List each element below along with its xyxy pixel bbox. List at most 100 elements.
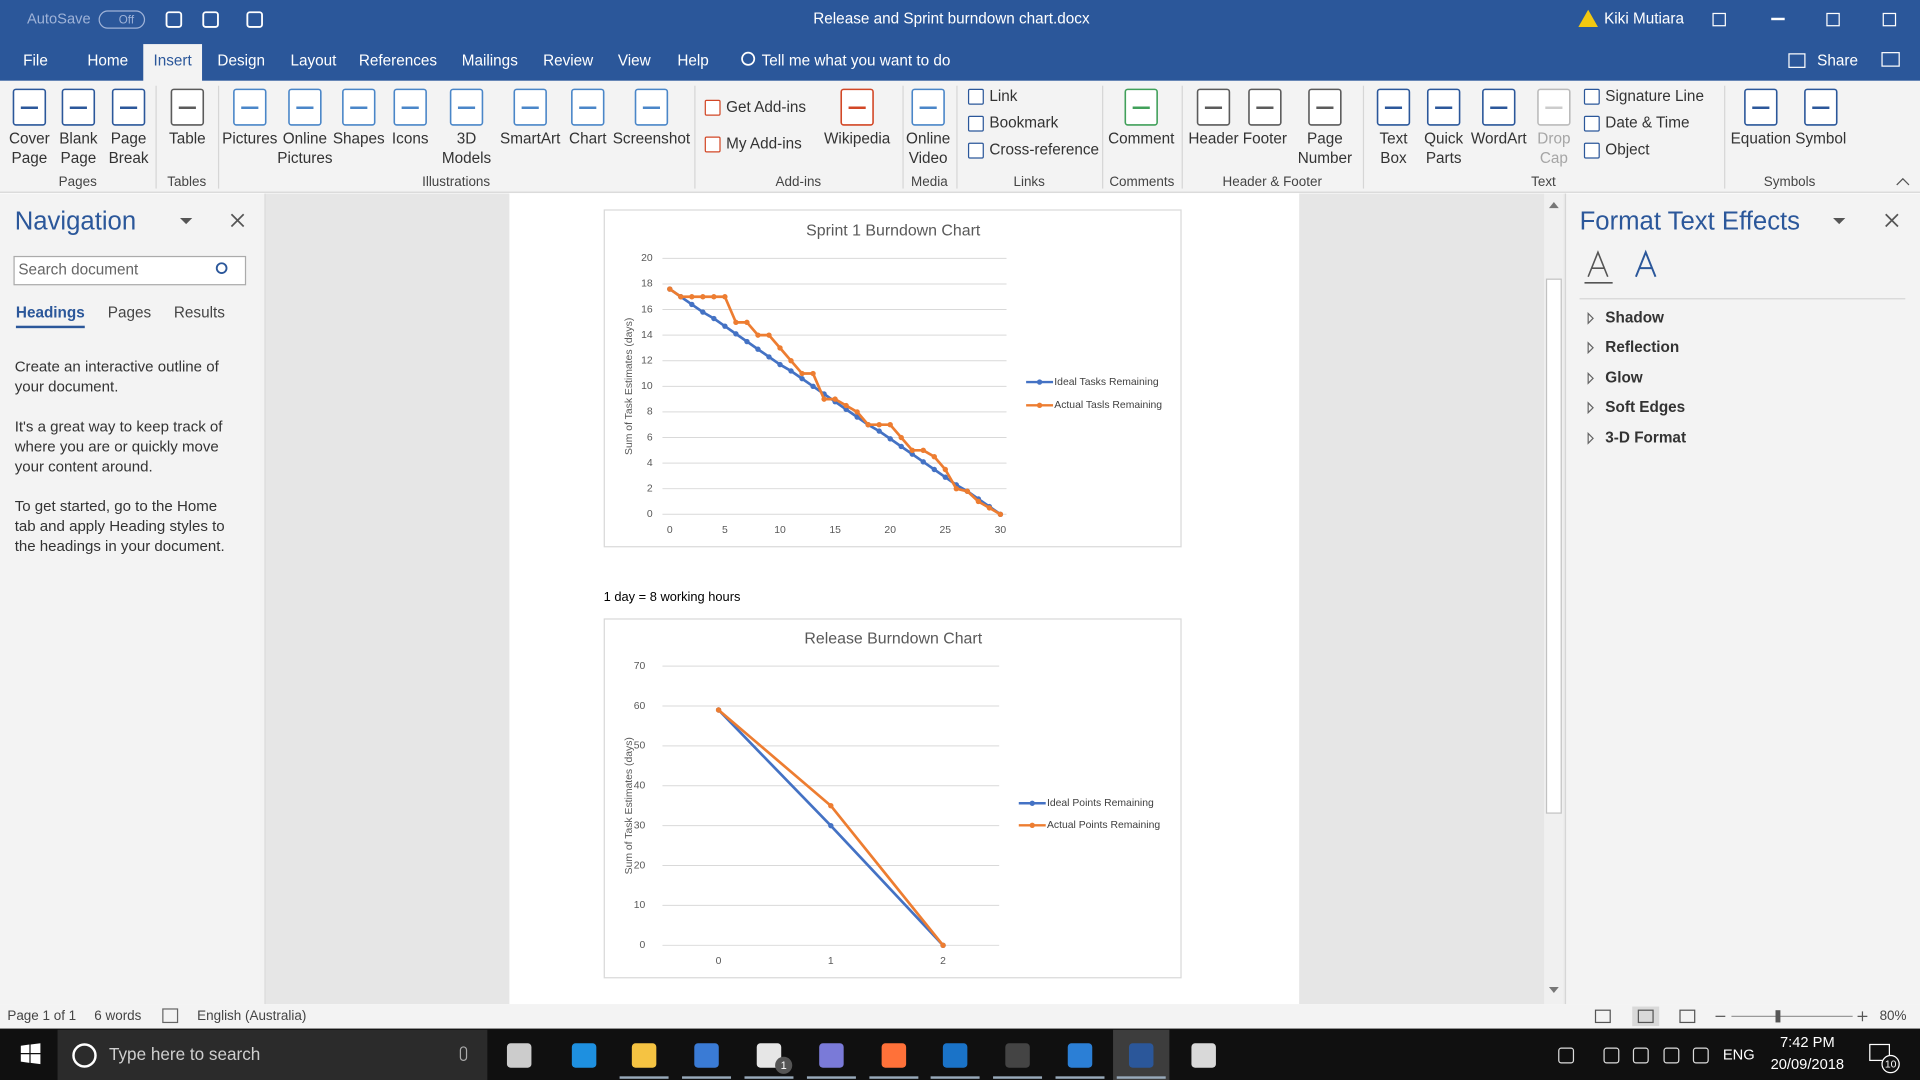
- window-control[interactable]: [1882, 12, 1897, 27]
- start-button[interactable]: [20, 1043, 41, 1065]
- panel-section[interactable]: Shadow: [1605, 309, 1664, 326]
- ribbon-button[interactable]: Table: [169, 131, 206, 148]
- taskbar-app[interactable]: [1191, 1043, 1216, 1068]
- tell-me[interactable]: Tell me what you want to do: [762, 52, 951, 69]
- pane-tab[interactable]: Results: [174, 305, 225, 322]
- ribbon-tab[interactable]: File: [23, 52, 48, 69]
- taskbar-app[interactable]: [1067, 1043, 1093, 1068]
- pane-tab[interactable]: Pages: [108, 305, 152, 322]
- ribbon-button[interactable]: SmartArt: [500, 131, 561, 148]
- ribbon-small-button[interactable]: My Add-ins: [726, 136, 802, 153]
- view-button[interactable]: [1594, 1009, 1611, 1024]
- taskbar-app[interactable]: [506, 1043, 532, 1068]
- pane-menu[interactable]: [1833, 217, 1846, 225]
- ribbon-button[interactable]: Chart: [569, 131, 607, 148]
- expand-arrow[interactable]: [1587, 431, 1594, 445]
- taskbar-app[interactable]: [571, 1043, 597, 1068]
- ribbon-button[interactable]: Wikipedia: [824, 131, 891, 148]
- ribbon-button[interactable]: Footer: [1243, 131, 1287, 148]
- taskbar-app[interactable]: [1128, 1043, 1154, 1068]
- pane-close[interactable]: [230, 213, 245, 228]
- taskbar-app[interactable]: [1005, 1043, 1030, 1068]
- save-button[interactable]: [165, 11, 183, 28]
- taskbar-search[interactable]: [57, 1029, 488, 1080]
- ribbon-button[interactable]: Screenshot: [613, 131, 691, 148]
- ribbon-button[interactable]: Pictures: [222, 131, 278, 148]
- taskbar-app[interactable]: [756, 1043, 782, 1068]
- window-control[interactable]: [1826, 12, 1840, 27]
- ribbon-tab[interactable]: References: [359, 52, 438, 69]
- taskbar-app[interactable]: [881, 1043, 907, 1068]
- ribbon-button[interactable]: Shapes: [333, 131, 385, 148]
- scroll-thumb[interactable]: [1545, 278, 1562, 814]
- redo-button[interactable]: [246, 11, 263, 28]
- text-effects-icon[interactable]: [1635, 249, 1657, 278]
- taskbar-app[interactable]: [819, 1043, 844, 1068]
- ribbon-button[interactable]: Cover Page: [9, 131, 50, 168]
- undo-button[interactable]: [202, 11, 219, 28]
- ribbon-small-button[interactable]: Object: [1605, 142, 1650, 159]
- ribbon-small-button[interactable]: Get Add-ins: [726, 99, 806, 116]
- panel-section[interactable]: Soft Edges: [1605, 399, 1685, 416]
- scroll-up[interactable]: [1548, 202, 1559, 209]
- ribbon-button[interactable]: Header: [1188, 131, 1238, 148]
- view-button[interactable]: [1637, 1009, 1654, 1024]
- taskbar-app[interactable]: [942, 1043, 968, 1068]
- pane-close[interactable]: [1885, 213, 1899, 228]
- ribbon-tab[interactable]: Review: [543, 52, 594, 69]
- tray-icon[interactable]: [1632, 1047, 1649, 1064]
- ribbon-button[interactable]: Blank Page: [59, 131, 98, 168]
- ribbon-tab[interactable]: Help: [677, 52, 708, 69]
- ribbon-button[interactable]: Online Video: [906, 131, 950, 168]
- pane-menu[interactable]: [180, 217, 193, 225]
- ribbon-button[interactable]: 3D Models: [442, 131, 492, 168]
- ribbon-button[interactable]: Drop Cap: [1537, 131, 1570, 168]
- ribbon-small-button[interactable]: Cross-reference: [989, 142, 1099, 159]
- ribbon-button[interactable]: Equation: [1731, 131, 1791, 148]
- taskbar-app[interactable]: [694, 1043, 719, 1068]
- ribbon-tab[interactable]: Design: [217, 52, 265, 69]
- expand-arrow[interactable]: [1587, 371, 1594, 385]
- ribbon-tab[interactable]: Home: [87, 52, 128, 69]
- panel-section[interactable]: Reflection: [1605, 339, 1679, 356]
- autosave-toggle[interactable]: [98, 10, 146, 29]
- panel-section[interactable]: 3-D Format: [1605, 429, 1686, 446]
- pane-tab[interactable]: Headings: [16, 305, 85, 322]
- scroll-down[interactable]: [1548, 986, 1559, 994]
- ribbon-small-button[interactable]: Link: [989, 88, 1017, 105]
- view-button[interactable]: [1679, 1009, 1696, 1024]
- tray-icon[interactable]: [1558, 1047, 1575, 1064]
- ribbon-small-button[interactable]: Bookmark: [989, 115, 1058, 132]
- panel-section[interactable]: Glow: [1605, 369, 1642, 386]
- expand-arrow[interactable]: [1587, 311, 1594, 325]
- ribbon-tab[interactable]: Mailings: [462, 52, 518, 69]
- ribbon-button[interactable]: Page Number: [1298, 131, 1352, 168]
- search-box[interactable]: [13, 255, 247, 286]
- ribbon-button[interactable]: Icons: [392, 131, 429, 148]
- expand-arrow[interactable]: [1587, 401, 1594, 415]
- ribbon-tab[interactable]: Insert: [154, 52, 193, 69]
- comments-icon[interactable]: [1881, 52, 1900, 67]
- share-button[interactable]: Share: [1817, 52, 1858, 69]
- ribbon-button[interactable]: Page Break: [109, 131, 149, 168]
- ribbon-small-button[interactable]: Signature Line: [1605, 88, 1704, 105]
- ribbon-small-button[interactable]: Date & Time: [1605, 115, 1689, 132]
- zoom-plus[interactable]: [1857, 1011, 1868, 1022]
- tray-icon[interactable]: [1692, 1047, 1709, 1064]
- window-control[interactable]: [1771, 17, 1785, 21]
- text-fill-icon[interactable]: [1584, 250, 1613, 284]
- ribbon-tab[interactable]: Layout: [291, 52, 338, 69]
- zoom-thumb[interactable]: [1775, 1010, 1781, 1023]
- tray-icon[interactable]: [1663, 1047, 1680, 1064]
- collapse-ribbon[interactable]: [1896, 177, 1910, 186]
- taskbar-app[interactable]: [631, 1043, 657, 1068]
- expand-arrow[interactable]: [1587, 341, 1594, 355]
- ribbon-button[interactable]: Symbol: [1795, 131, 1846, 148]
- ribbon-button[interactable]: Online Pictures: [277, 131, 333, 168]
- window-control[interactable]: [1712, 12, 1726, 27]
- ribbon-button[interactable]: Text Box: [1379, 131, 1408, 168]
- ribbon-button[interactable]: Quick Parts: [1424, 131, 1463, 168]
- ribbon-tab[interactable]: View: [618, 52, 652, 69]
- tray-icon[interactable]: [1603, 1047, 1620, 1064]
- notification-icon[interactable]: [1869, 1043, 1890, 1062]
